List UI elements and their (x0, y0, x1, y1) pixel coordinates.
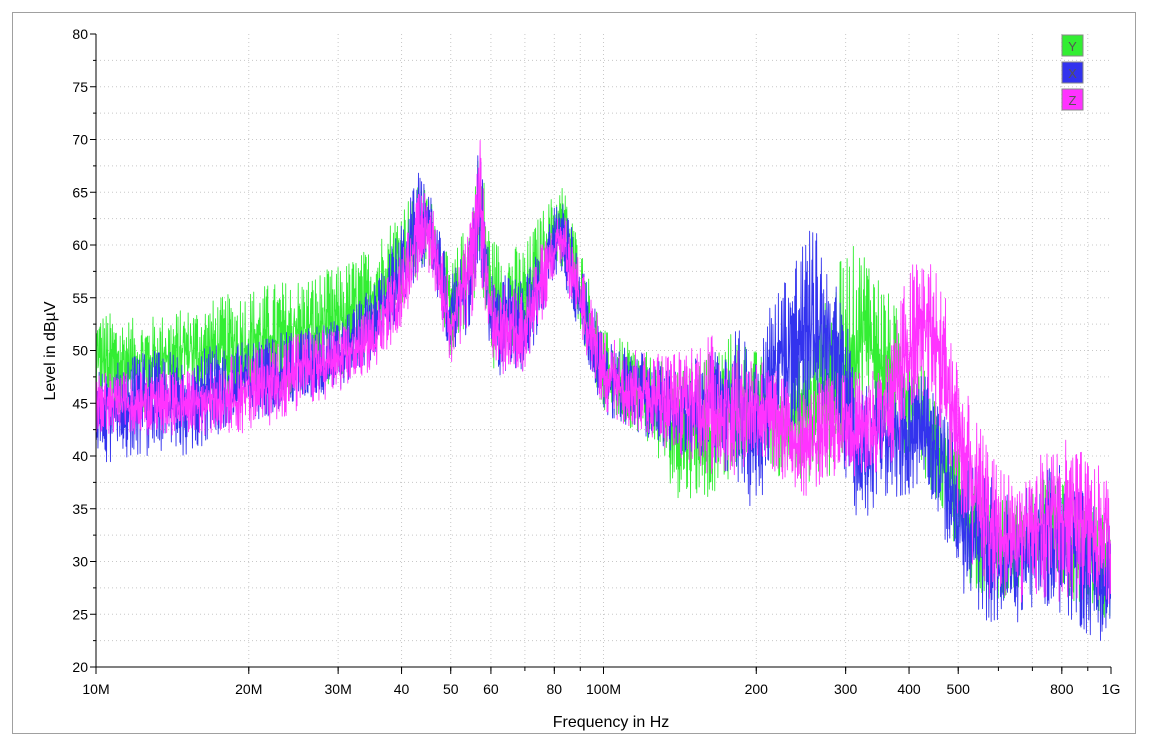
legend-item-x: X (1061, 61, 1084, 84)
y-tick-label: 65 (72, 184, 88, 200)
legend-label: Z (1069, 93, 1077, 108)
x-tick-label: 60 (483, 681, 499, 697)
legend-swatch (1061, 61, 1084, 84)
series-z-line (96, 140, 1111, 604)
legend-swatch (1061, 88, 1084, 111)
y-tick-label: 25 (72, 606, 88, 622)
series-layer (96, 140, 1111, 641)
y-tick-label: 45 (72, 395, 88, 411)
y-axis-title: Level in dBµV (42, 301, 59, 400)
x-tick-label: 100M (586, 681, 621, 697)
x-tick-label: 30M (325, 681, 352, 697)
x-tick-label: 40 (394, 681, 410, 697)
legend-item-y: Y (1061, 34, 1084, 57)
y-tick-label: 55 (72, 290, 88, 306)
legend-item-z: Z (1061, 88, 1084, 111)
y-tick-label: 30 (72, 554, 88, 570)
legend-label: Y (1068, 39, 1077, 54)
y-tick-label: 20 (72, 659, 88, 675)
y-tick-label: 70 (72, 132, 88, 148)
x-tick-label: 80 (547, 681, 563, 697)
axes: 20 25 30 35 40 45 50 55 60 65 70 75 80 10M 20M 30M 40 50 6… (72, 26, 1120, 697)
x-tick-label: 300 (834, 681, 858, 697)
y-tick-label: 50 (72, 343, 88, 359)
y-tick-label: 40 (72, 448, 88, 464)
y-tick-label: 80 (72, 26, 88, 42)
x-tick-label: 1G (1102, 681, 1121, 697)
y-tick-label: 75 (72, 79, 88, 95)
x-tick-label: 500 (947, 681, 971, 697)
x-tick-label: 200 (745, 681, 769, 697)
y-tick-label: 60 (72, 237, 88, 253)
x-tick-label: 800 (1050, 681, 1074, 697)
x-axis-title: Frequency in Hz (553, 714, 670, 731)
x-tick-label: 20M (235, 681, 262, 697)
legend: YXZ (1061, 34, 1084, 111)
y-tick-label: 35 (72, 501, 88, 517)
x-tick-label: 400 (897, 681, 921, 697)
x-tick-label: 10M (82, 681, 109, 697)
legend-label: X (1068, 66, 1077, 81)
legend-swatch (1061, 34, 1084, 57)
x-tick-label: 50 (443, 681, 459, 697)
